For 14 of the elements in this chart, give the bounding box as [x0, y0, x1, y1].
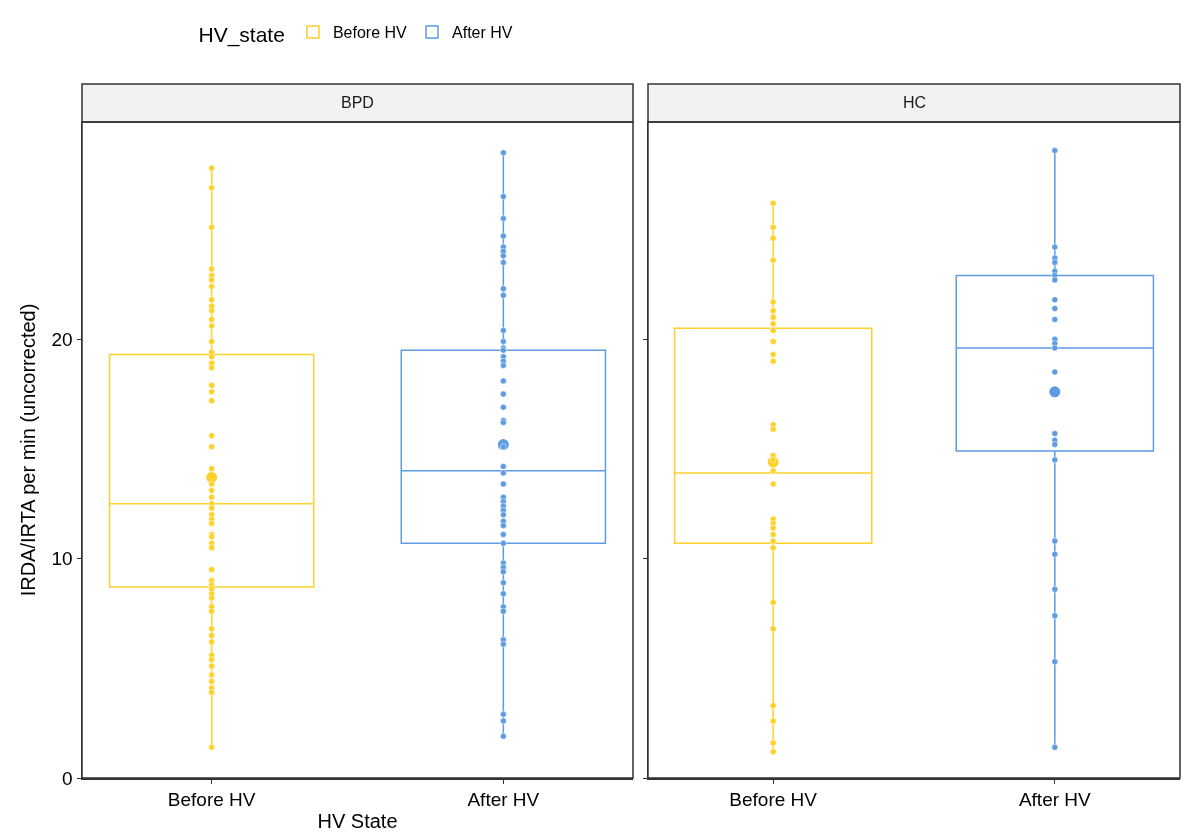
y-tick-label: 20 — [51, 328, 73, 350]
y-tick-label: 10 — [51, 548, 73, 570]
chart-title: BPD — [341, 94, 374, 111]
legend-title: HV_state — [198, 23, 285, 48]
y-tick-label: 0 — [62, 767, 73, 789]
x-axis-title: HV State — [317, 809, 398, 832]
legend-label: Before HV — [332, 24, 408, 42]
chart-title: HC — [903, 94, 927, 111]
y-axis-title: IRDA/IRTA per min (uncorrected) — [17, 303, 40, 597]
x-tick-label: Before HV — [167, 789, 256, 811]
x-tick-label: After HV — [1018, 789, 1092, 811]
legend-label: After HV — [452, 24, 513, 42]
x-tick-label: Before HV — [729, 789, 818, 811]
x-tick-label: After HV — [467, 789, 540, 811]
